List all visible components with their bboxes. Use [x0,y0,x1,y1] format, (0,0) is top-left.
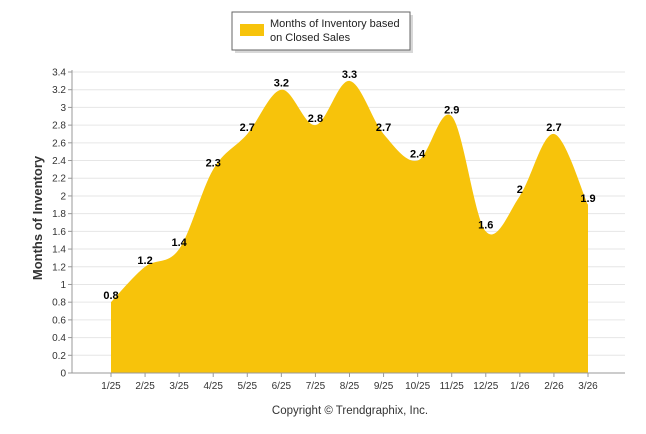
y-tick-label: 2.4 [52,156,66,167]
data-label: 1.2 [137,255,152,267]
data-label: 2.7 [376,122,391,134]
y-tick-label: 0.4 [52,333,66,344]
axes [71,70,625,374]
x-tick-label: 7/25 [306,381,326,392]
y-tick-label: 2.2 [52,174,66,185]
data-labels: 0.8 1.2 1.4 2.3 2.7 3.2 2.8 3.3 2.7 2.4 2.9 1.6 2 2.7… [103,69,595,302]
y-tick-label: 0.8 [52,298,66,309]
legend-label-line2: on Closed Sales [270,32,351,44]
y-tick-label: 1.4 [52,245,66,256]
y-tick-label: 1.8 [52,209,66,220]
y-tick-label: 3 [60,103,66,114]
x-tick-label: 2/26 [544,381,564,392]
y-tick-label: 1 [60,280,66,291]
data-label: 2.3 [206,157,221,169]
data-label: 2.7 [546,122,561,134]
data-label: 3.3 [342,69,357,81]
data-label: 2.7 [240,122,255,134]
x-tick-label: 3/25 [169,381,189,392]
y-axis-ticks: 0 0.2 0.4 0.6 0.8 1 1.2 1.4 1.6 1.8 2 2.2 2.4 2.6 2.8 3… [52,68,72,380]
y-tick-label: 2.6 [52,138,66,149]
data-label: 2.4 [410,149,426,161]
x-tick-label: 10/25 [405,381,430,392]
y-tick-label: 0.2 [52,351,66,362]
area-series [111,80,588,373]
x-tick-label: 4/25 [203,381,223,392]
copyright-text: Copyright © Trendgraphix, Inc. [272,405,428,417]
data-label: 1.9 [580,193,595,205]
data-label: 0.8 [103,290,118,302]
area-series-fill[interactable] [111,80,588,373]
legend-box [231,11,411,51]
x-tick-label: 1/25 [101,381,121,392]
y-tick-label: 2.8 [52,121,66,132]
x-tick-label: 2/25 [135,381,155,392]
y-tick-label: 3.4 [52,68,66,79]
data-label: 1.6 [478,219,493,231]
y-tick-label: 1.6 [52,227,66,238]
x-tick-label: 11/25 [440,381,465,392]
y-axis-title: Months of Inventory [30,155,45,280]
y-tick-label: 1.2 [52,262,66,273]
y-tick-label: 0.6 [52,315,66,326]
legend[interactable]: Months of Inventory based on Closed Sale… [231,11,413,53]
legend-label-line1: Months of Inventory based [270,18,400,30]
x-tick-label: 6/25 [272,381,292,392]
x-tick-label: 1/26 [510,381,530,392]
y-tick-label: 0 [60,369,66,380]
x-tick-label: 5/25 [238,381,258,392]
x-axis-ticks: 1/25 2/25 3/25 4/25 5/25 6/25 7/25 8/25 9/25 10/2… [101,373,598,392]
data-label: 2 [517,184,523,196]
data-label: 1.4 [171,237,187,249]
x-tick-label: 3/26 [578,381,598,392]
data-label: 2.9 [444,104,459,116]
x-tick-label: 9/25 [374,381,394,392]
y-tick-label: 2 [60,191,66,202]
legend-swatch [240,24,264,36]
data-label: 3.2 [274,78,289,90]
x-tick-label: 8/25 [340,381,360,392]
y-tick-label: 3.2 [52,85,66,96]
data-label: 2.8 [308,113,323,125]
x-tick-label: 12/25 [473,381,498,392]
